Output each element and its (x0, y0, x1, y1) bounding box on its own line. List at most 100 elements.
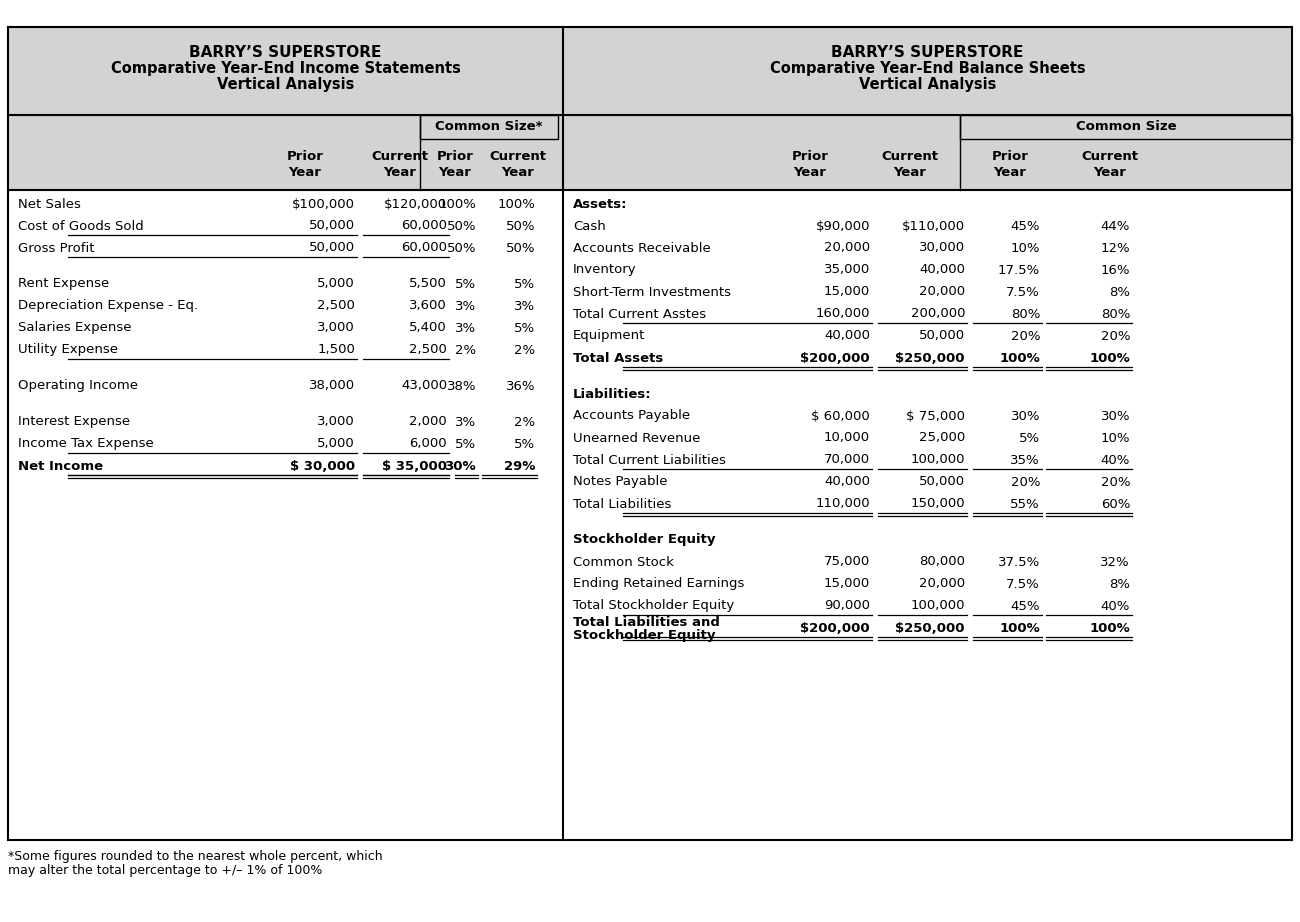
Bar (563, 27, 1292, 115)
Text: Income Tax Expense: Income Tax Expense (18, 438, 153, 451)
Text: Accounts Payable: Accounts Payable (573, 409, 690, 422)
Text: 2,000: 2,000 (410, 416, 447, 429)
Text: Unearned Revenue: Unearned Revenue (573, 431, 701, 444)
Text: 50,000: 50,000 (309, 219, 355, 232)
Text: 100,000: 100,000 (910, 454, 965, 467)
Text: 40%: 40% (1101, 599, 1130, 612)
Text: 100%: 100% (1089, 351, 1130, 364)
Text: 150,000: 150,000 (910, 498, 965, 511)
Text: 35,000: 35,000 (824, 264, 870, 277)
Text: BARRY’S SUPERSTORE: BARRY’S SUPERSTORE (831, 45, 1023, 61)
Text: 90,000: 90,000 (824, 599, 870, 612)
Text: 2%: 2% (514, 344, 536, 357)
Text: 8%: 8% (1109, 286, 1130, 299)
Text: Common Stock: Common Stock (573, 555, 673, 569)
Text: 2%: 2% (514, 416, 536, 429)
Text: $250,000: $250,000 (896, 351, 965, 364)
Text: 1,500: 1,500 (317, 344, 355, 357)
Text: BARRY’S SUPERSTORE: BARRY’S SUPERSTORE (190, 45, 382, 61)
Text: Operating Income: Operating Income (18, 380, 138, 393)
Text: 110,000: 110,000 (815, 498, 870, 511)
Text: Interest Expense: Interest Expense (18, 416, 130, 429)
Text: Prior
Year: Prior Year (792, 150, 828, 179)
Text: Cash: Cash (573, 219, 606, 232)
Text: *Some figures rounded to the nearest whole percent, which: *Some figures rounded to the nearest who… (8, 849, 382, 862)
Text: 100%: 100% (1000, 621, 1040, 634)
Text: 2,500: 2,500 (410, 344, 447, 357)
Text: 160,000: 160,000 (815, 308, 870, 321)
Text: 25,000: 25,000 (919, 431, 965, 444)
Text: Salaries Expense: Salaries Expense (18, 322, 131, 335)
Text: 5%: 5% (514, 322, 536, 335)
Text: Net Sales: Net Sales (18, 197, 81, 210)
Text: 5,500: 5,500 (410, 278, 447, 290)
Text: 5%: 5% (1019, 431, 1040, 444)
Text: Equipment: Equipment (573, 329, 645, 342)
Text: 60,000: 60,000 (400, 219, 447, 232)
Text: 80%: 80% (1010, 308, 1040, 321)
Text: 30%: 30% (445, 459, 476, 472)
Text: Notes Payable: Notes Payable (573, 476, 667, 489)
Text: 5,000: 5,000 (317, 438, 355, 451)
Text: Net Income: Net Income (18, 459, 103, 472)
Bar (563, 190, 1292, 840)
Text: Liabilities:: Liabilities: (573, 387, 651, 400)
Text: 40%: 40% (1101, 454, 1130, 467)
Text: Total Liabilities: Total Liabilities (573, 498, 671, 511)
Text: Prior
Year: Prior Year (992, 150, 1028, 179)
Text: Total Current Liabilities: Total Current Liabilities (573, 454, 725, 467)
Text: Vertical Analysis: Vertical Analysis (217, 77, 354, 92)
Text: 37.5%: 37.5% (998, 555, 1040, 569)
Text: 100%: 100% (1089, 621, 1130, 634)
Text: 40,000: 40,000 (919, 264, 965, 277)
Bar (959, 115, 1292, 139)
Text: 35%: 35% (1010, 454, 1040, 467)
Text: 60%: 60% (1101, 498, 1130, 511)
Text: 50%: 50% (506, 242, 536, 254)
Text: $ 35,000: $ 35,000 (382, 459, 447, 472)
Text: 38,000: 38,000 (309, 380, 355, 393)
Text: 100%: 100% (1000, 351, 1040, 364)
Text: 30%: 30% (1101, 409, 1130, 422)
Text: 50,000: 50,000 (919, 329, 965, 342)
Text: Short-Term Investments: Short-Term Investments (573, 286, 731, 299)
Text: 20,000: 20,000 (919, 577, 965, 590)
Text: 15,000: 15,000 (824, 286, 870, 299)
Text: Accounts Receivable: Accounts Receivable (573, 242, 711, 254)
Text: Common Size*: Common Size* (436, 121, 543, 134)
Text: 5%: 5% (514, 278, 536, 290)
Text: Utility Expense: Utility Expense (18, 344, 118, 357)
Text: 60,000: 60,000 (400, 242, 447, 254)
Text: 50%: 50% (446, 219, 476, 232)
Bar (8, 190, 563, 840)
Text: $100,000: $100,000 (292, 197, 355, 210)
Bar (8, 27, 563, 115)
Text: 45%: 45% (1010, 599, 1040, 612)
Text: 3,000: 3,000 (317, 416, 355, 429)
Text: 30,000: 30,000 (919, 242, 965, 254)
Text: Current
Year: Current Year (372, 150, 429, 179)
Text: 7.5%: 7.5% (1006, 577, 1040, 590)
Text: Depreciation Expense - Eq.: Depreciation Expense - Eq. (18, 300, 198, 313)
Text: Total Liabilities and: Total Liabilities and (573, 616, 720, 629)
Text: 20%: 20% (1101, 329, 1130, 342)
Text: 10,000: 10,000 (824, 431, 870, 444)
Text: Vertical Analysis: Vertical Analysis (859, 77, 996, 92)
Text: 40,000: 40,000 (824, 329, 870, 342)
Text: $250,000: $250,000 (896, 621, 965, 634)
Text: $ 75,000: $ 75,000 (906, 409, 965, 422)
Text: 15,000: 15,000 (824, 577, 870, 590)
Text: 45%: 45% (1010, 219, 1040, 232)
Bar (959, 115, 1292, 139)
Text: Common Size: Common Size (1075, 121, 1176, 134)
Text: 40,000: 40,000 (824, 476, 870, 489)
Text: 50,000: 50,000 (919, 476, 965, 489)
Text: 80%: 80% (1101, 308, 1130, 321)
Text: $90,000: $90,000 (815, 219, 870, 232)
Text: 20,000: 20,000 (919, 286, 965, 299)
Text: 55%: 55% (1010, 498, 1040, 511)
Text: 3,000: 3,000 (317, 322, 355, 335)
Text: 100,000: 100,000 (910, 599, 965, 612)
Text: 32%: 32% (1100, 555, 1130, 569)
Text: Prior
Year: Prior Year (437, 150, 473, 179)
